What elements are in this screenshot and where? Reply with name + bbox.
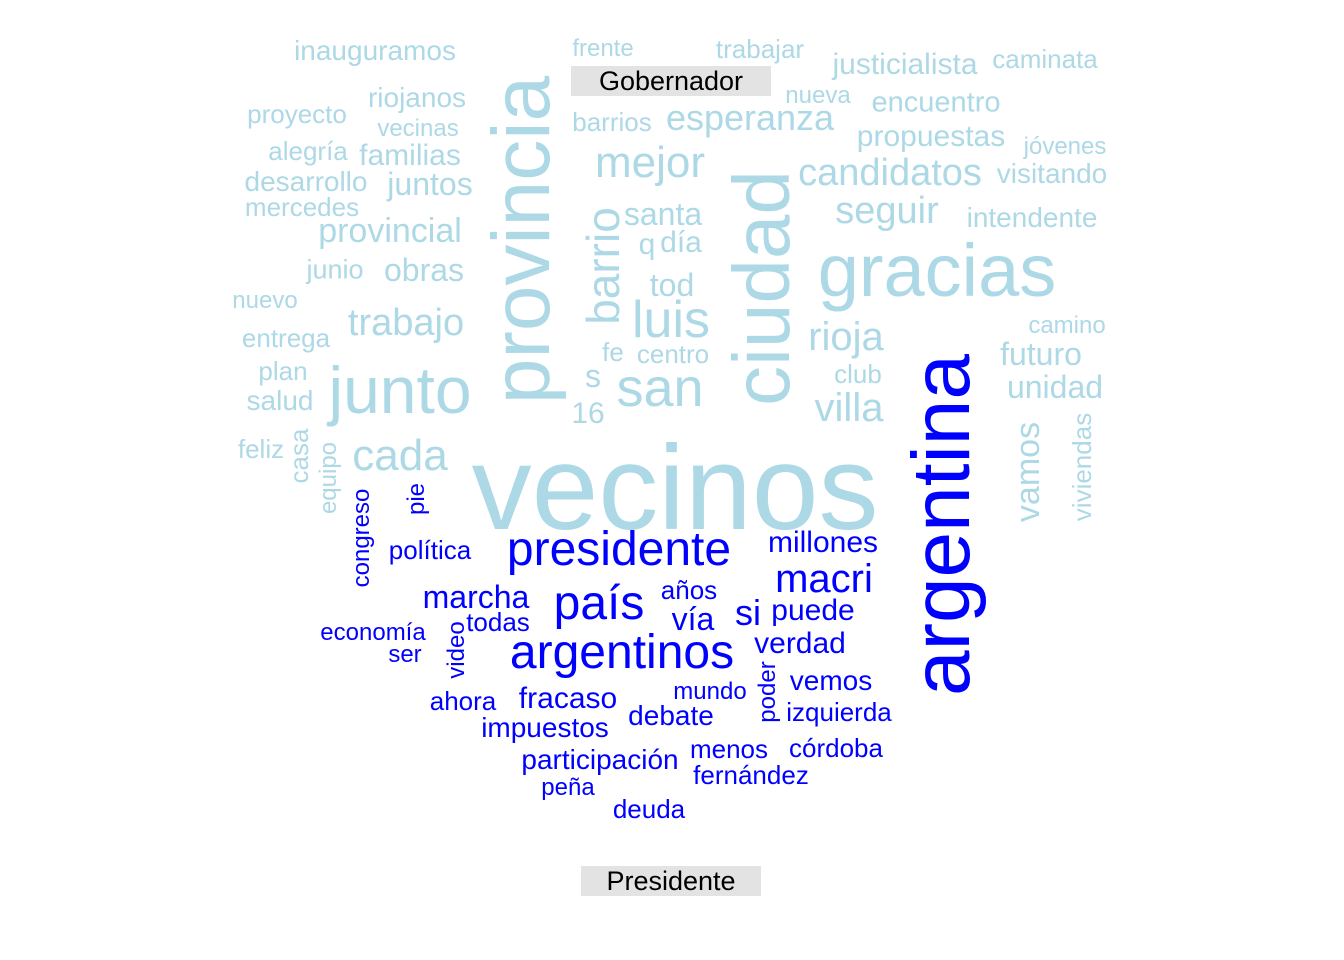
- word-presidente-ser: ser: [388, 641, 422, 668]
- word-gobernador-candidatos: candidatos: [798, 152, 982, 194]
- word-presidente-marcha: marcha: [422, 579, 530, 615]
- word-gobernador-plan: plan: [258, 356, 308, 386]
- word-presidente-menos: menos: [689, 734, 769, 764]
- word-presidente-ahora: ahora: [429, 686, 497, 716]
- word-gobernador-equipo: equipo: [315, 441, 342, 515]
- word-gobernador-rioja: rioja: [808, 315, 884, 359]
- word-presidente-millones: millones: [767, 526, 879, 559]
- word-gobernador-intendente: intendente: [966, 202, 1098, 233]
- group-label-presidente: Presidente: [581, 866, 761, 896]
- word-presidente-argentinos: argentinos: [509, 626, 735, 679]
- word-gobernador-alegría: alegría: [268, 136, 348, 166]
- word-presidente-presidente: presidente: [506, 523, 732, 576]
- word-gobernador-nuevo: nuevo: [232, 287, 298, 314]
- word-presidente-argentina: argentina: [896, 354, 987, 696]
- word-gobernador-vecinos: vecinos: [471, 421, 879, 555]
- word-gobernador-desarrollo: desarrollo: [244, 166, 368, 197]
- word-gobernador-futuro: futuro: [1000, 336, 1082, 372]
- word-presidente-impuestos: impuestos: [481, 712, 609, 743]
- word-gobernador-visitando: visitando: [996, 158, 1108, 189]
- word-presidente-vemos: vemos: [789, 665, 873, 696]
- word-presidente-economía: economía: [320, 619, 426, 646]
- word-gobernador-inauguramos: inauguramos: [294, 35, 456, 66]
- word-gobernador-barrio: barrio: [577, 207, 629, 325]
- word-gobernador-vecinas: vecinas: [377, 115, 459, 142]
- word-gobernador-luis: luis: [631, 291, 711, 349]
- word-gobernador-junto: junto: [328, 353, 472, 427]
- word-presidente-mundo: mundo: [673, 678, 747, 705]
- word-gobernador-jóvenes: jóvenes: [1023, 133, 1107, 160]
- word-gobernador-nueva: nueva: [785, 82, 851, 109]
- word-gobernador-justicialista: justicialista: [832, 48, 978, 81]
- word-gobernador-caminata: caminata: [992, 44, 1098, 74]
- word-presidente-córdoba: córdoba: [789, 733, 883, 763]
- word-gobernador-feliz: feliz: [237, 434, 285, 464]
- word-gobernador-juntos: juntos: [387, 166, 473, 202]
- word-gobernador-riojanos: riojanos: [367, 82, 467, 113]
- word-gobernador-q: q: [638, 228, 656, 261]
- word-gobernador-camino: camino: [1028, 312, 1106, 339]
- word-gobernador-gracias: gracias: [817, 229, 1057, 312]
- word-gobernador-santa: santa: [623, 196, 703, 232]
- word-gobernador-día: día: [660, 226, 702, 259]
- word-gobernador-mercedes: mercedes: [244, 192, 360, 222]
- word-gobernador-junio: junio: [306, 254, 364, 285]
- word-presidente-pie: pie: [403, 482, 430, 516]
- word-presidente-video: video: [443, 621, 470, 679]
- word-gobernador-trabajar: trabajar: [715, 34, 805, 64]
- word-gobernador-cada: cada: [352, 431, 448, 480]
- word-presidente-país: país: [553, 577, 645, 630]
- word-gobernador-centro: centro: [636, 339, 710, 369]
- word-gobernador-barrios: barrios: [572, 107, 652, 137]
- word-presidente-izquierda: izquierda: [786, 697, 892, 727]
- word-gobernador-fe: fe: [602, 337, 624, 367]
- word-gobernador-tod: tod: [649, 267, 695, 303]
- word-presidente-peña: peña: [541, 774, 595, 801]
- word-presidente-años: años: [660, 575, 718, 605]
- word-gobernador-seguir: seguir: [835, 190, 939, 232]
- word-presidente-macri: macri: [775, 557, 873, 601]
- word-presidente-vía: vía: [671, 601, 715, 637]
- word-gobernador-unidad: unidad: [1006, 369, 1104, 405]
- word-gobernador-obras: obras: [383, 252, 465, 288]
- word-gobernador-mejor: mejor: [594, 138, 706, 187]
- word-presidente-deuda: deuda: [612, 794, 686, 824]
- word-presidente-puede: puede: [771, 594, 855, 627]
- word-gobernador-s: s: [585, 358, 601, 394]
- word-gobernador-viviendas: viviendas: [1067, 412, 1097, 522]
- word-presidente-fernández: fernández: [693, 760, 809, 790]
- word-gobernador-propuestas: propuestas: [856, 120, 1006, 153]
- word-gobernador-encuentro: encuentro: [871, 86, 1001, 119]
- word-gobernador-proyecto: proyecto: [247, 99, 347, 129]
- word-gobernador-frente: frente: [572, 35, 634, 62]
- word-gobernador-familias: familias: [359, 139, 461, 172]
- word-gobernador-entrega: entrega: [241, 323, 331, 353]
- word-gobernador-san: san: [616, 358, 704, 418]
- word-presidente-participación: participación: [521, 744, 679, 775]
- word-presidente-congreso: congreso: [348, 488, 375, 588]
- word-gobernador-16: 16: [571, 397, 605, 430]
- word-gobernador-vamos: vamos: [1009, 421, 1047, 523]
- word-presidente-si: si: [735, 592, 761, 633]
- word-presidente-política: política: [388, 535, 472, 565]
- word-gobernador-club: club: [834, 359, 882, 389]
- word-gobernador-provincial: provincial: [318, 212, 462, 250]
- word-presidente-todas: todas: [466, 607, 530, 637]
- word-presidente-poder: poder: [754, 661, 781, 723]
- word-gobernador-trabajo: trabajo: [347, 302, 465, 344]
- word-presidente-verdad: verdad: [754, 627, 846, 660]
- word-presidente-debate: debate: [628, 700, 714, 731]
- word-gobernador-salud: salud: [246, 385, 314, 416]
- word-gobernador-provincia: provincia: [476, 75, 567, 405]
- word-presidente-fracaso: fracaso: [518, 682, 618, 715]
- word-gobernador-casa: casa: [284, 428, 314, 484]
- word-gobernador-villa: villa: [814, 386, 884, 430]
- group-label-gobernador: Gobernador: [571, 66, 771, 96]
- word-gobernador-ciudad: ciudad: [717, 170, 806, 406]
- word-gobernador-esperanza: esperanza: [665, 97, 835, 138]
